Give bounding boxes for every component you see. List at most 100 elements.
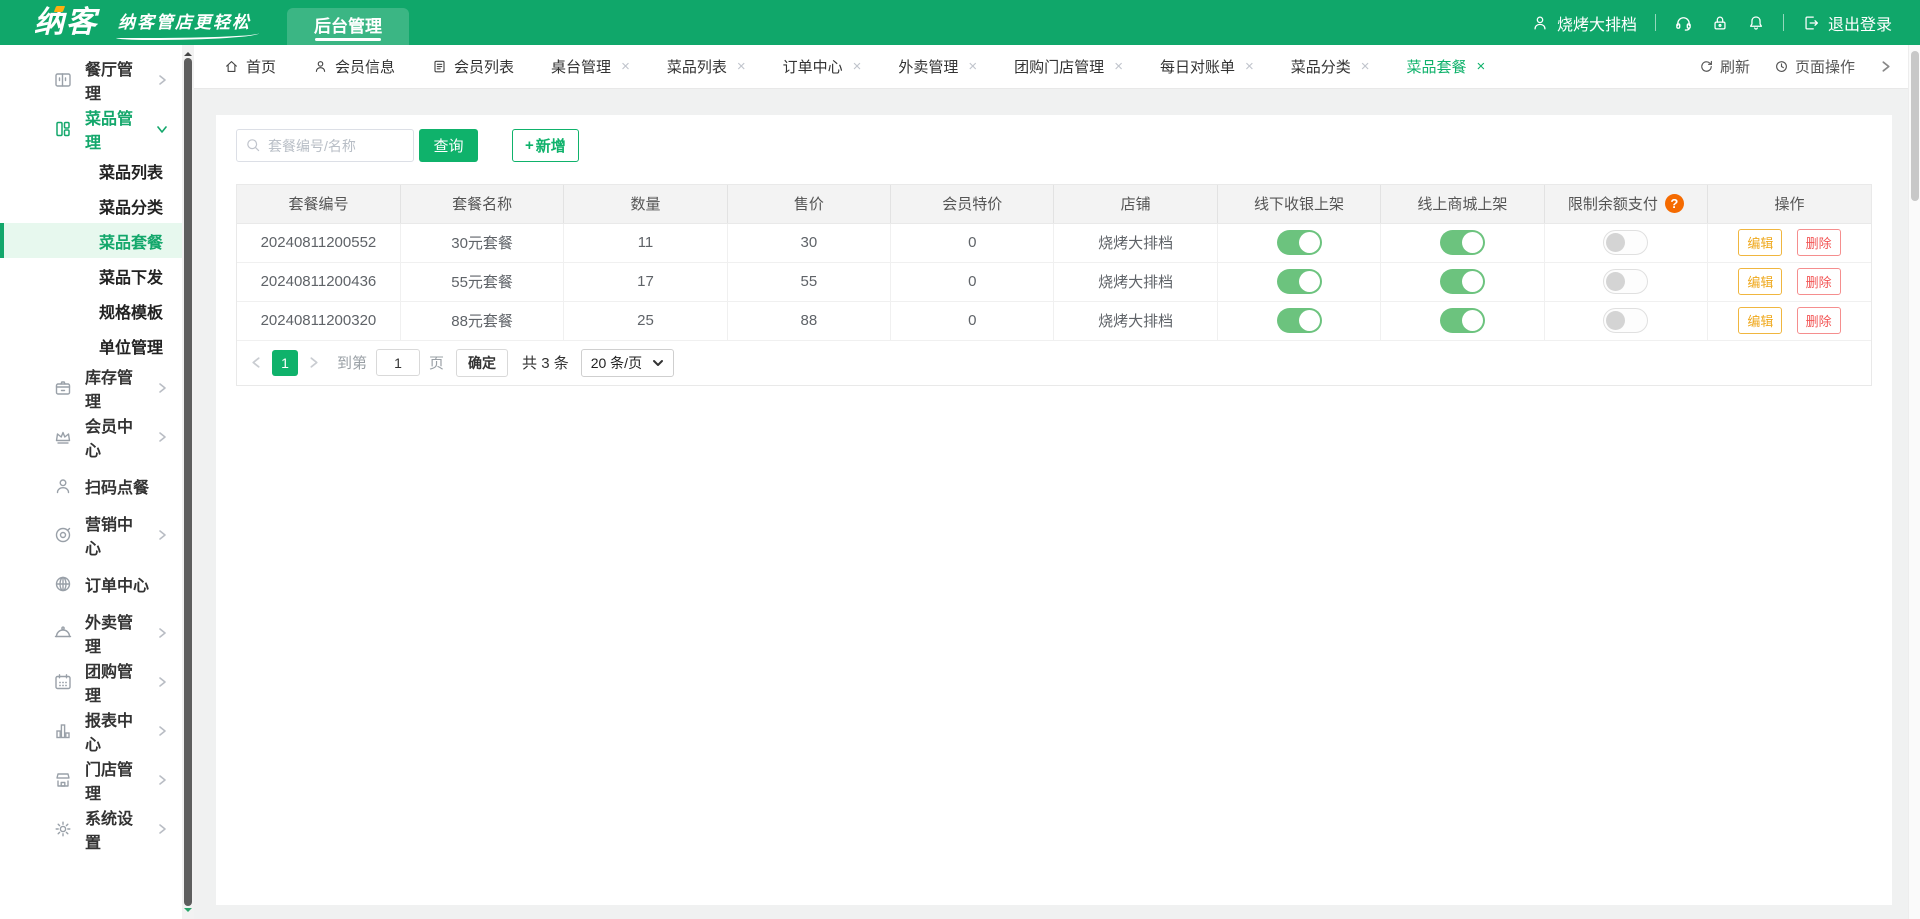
search-box bbox=[236, 129, 414, 162]
cell-price: 55 bbox=[727, 262, 892, 302]
username-label: 烧烤大排档 bbox=[1556, 16, 1637, 34]
tab-label: 团购门店管理 bbox=[1014, 59, 1105, 76]
page-scrollbar[interactable] bbox=[1908, 45, 1920, 919]
close-icon[interactable]: × bbox=[621, 58, 630, 75]
sidebar-item-scan-order[interactable]: 扫码点餐 bbox=[0, 461, 182, 510]
prev-page-icon[interactable] bbox=[250, 356, 263, 369]
page-size-select[interactable]: 20 条/页 bbox=[580, 348, 675, 377]
add-button[interactable]: + 新增 bbox=[512, 129, 579, 162]
page-actions-button[interactable]: 页面操作 bbox=[1774, 56, 1855, 77]
tab-member-list[interactable]: 会员列表 bbox=[432, 56, 514, 77]
close-icon[interactable]: × bbox=[1476, 58, 1486, 75]
limit-balance-toggle[interactable] bbox=[1603, 308, 1649, 333]
refresh-button[interactable]: 刷新 bbox=[1699, 56, 1750, 77]
main-area: 首页 会员信息 会员列表 桌台管理 × 菜品列表 × 订单中心 × bbox=[194, 45, 1908, 919]
scroll-down-arrow-icon[interactable] bbox=[184, 908, 192, 916]
sidebar-item-member-center[interactable]: 会员中心 bbox=[0, 412, 182, 461]
logout-button[interactable]: 退出登录 bbox=[1802, 11, 1892, 35]
goto-confirm-button[interactable]: 确定 bbox=[456, 348, 509, 377]
tab-groupbuy-store-mgmt[interactable]: 团购门店管理 × bbox=[1014, 56, 1123, 77]
next-page-icon[interactable] bbox=[307, 356, 320, 369]
chevron-right-icon bbox=[156, 774, 168, 786]
online-mall-toggle[interactable] bbox=[1439, 308, 1485, 333]
sidebar-item-system-settings[interactable]: 系统设置 bbox=[0, 804, 182, 853]
sidebar-item-report-center[interactable]: 报表中心 bbox=[0, 706, 182, 755]
sidebar-item-order-center[interactable]: 订单中心 bbox=[0, 559, 182, 608]
tab-order-center[interactable]: 订单中心 × bbox=[783, 56, 862, 77]
delete-button[interactable]: 删除 bbox=[1796, 268, 1841, 295]
bell-icon[interactable] bbox=[1747, 14, 1765, 32]
cell-quantity: 11 bbox=[563, 223, 728, 263]
table-row: 20240811200552 30元套餐 11 30 0 烧烤大排档 bbox=[237, 223, 1871, 263]
bar-chart-icon bbox=[53, 721, 73, 741]
page-scrollbar-thumb[interactable] bbox=[1911, 51, 1919, 201]
online-mall-toggle[interactable] bbox=[1439, 269, 1485, 294]
sidebar-subitem-dish-category[interactable]: 菜品分类 bbox=[99, 199, 164, 217]
sidebar-scrollbar-thumb[interactable] bbox=[184, 58, 192, 906]
limit-balance-toggle[interactable] bbox=[1603, 269, 1649, 294]
chevron-right-icon[interactable] bbox=[1879, 60, 1892, 73]
close-icon[interactable]: × bbox=[968, 58, 978, 75]
close-icon[interactable]: × bbox=[852, 58, 862, 75]
lock-icon[interactable] bbox=[1711, 14, 1729, 32]
nav-tab-backend[interactable]: 后台管理 bbox=[287, 8, 409, 45]
sidebar-item-marketing-center[interactable]: 营销中心 bbox=[0, 510, 182, 559]
tab-home[interactable]: 首页 bbox=[224, 56, 276, 77]
table-row: 20240811200320 88元套餐 25 88 0 烧烤大排档 bbox=[237, 301, 1871, 341]
tab-member-info[interactable]: 会员信息 bbox=[313, 56, 395, 77]
headset-icon[interactable] bbox=[1674, 13, 1693, 32]
tab-table-mgmt[interactable]: 桌台管理 × bbox=[551, 56, 630, 77]
sidebar-item-store-mgmt[interactable]: 门店管理 bbox=[0, 755, 182, 804]
refresh-label: 刷新 bbox=[1719, 59, 1750, 76]
chevron-right-icon bbox=[156, 823, 168, 835]
sidebar-subitem-dish-list[interactable]: 菜品列表 bbox=[99, 164, 164, 182]
sidebar-subitem-dish-combo[interactable]: 菜品套餐 bbox=[0, 223, 182, 258]
cell-combo-name: 88元套餐 bbox=[400, 301, 565, 341]
edit-button[interactable]: 编辑 bbox=[1738, 268, 1783, 295]
sidebar-subitem-dish-dispatch[interactable]: 菜品下发 bbox=[99, 269, 164, 287]
tab-dish-combo[interactable]: 菜品套餐 × bbox=[1407, 56, 1486, 77]
sidebar-subitem-unit-mgmt[interactable]: 单位管理 bbox=[99, 339, 164, 357]
sidebar-scrollbar[interactable] bbox=[182, 45, 194, 919]
online-mall-toggle[interactable] bbox=[1439, 230, 1485, 255]
scroll-up-arrow-icon[interactable] bbox=[184, 48, 192, 56]
list-icon bbox=[432, 59, 447, 74]
member-icon bbox=[313, 59, 328, 74]
current-page-button[interactable]: 1 bbox=[272, 349, 298, 376]
sidebar-subitem-spec-template[interactable]: 规格模板 bbox=[99, 304, 164, 322]
tab-takeout-mgmt[interactable]: 外卖管理 × bbox=[898, 56, 977, 77]
help-icon[interactable]: ? bbox=[1664, 194, 1684, 214]
close-icon[interactable]: × bbox=[1114, 58, 1123, 75]
search-input[interactable] bbox=[236, 129, 414, 162]
sidebar-item-restaurant-mgmt[interactable]: 餐厅管理 bbox=[0, 55, 182, 104]
page-actions-icon bbox=[1774, 59, 1789, 74]
delete-button[interactable]: 删除 bbox=[1796, 307, 1841, 334]
tab-daily-statement[interactable]: 每日对账单 × bbox=[1160, 56, 1254, 77]
close-icon[interactable]: × bbox=[1244, 58, 1254, 75]
toolbar: 查询 +新增 bbox=[236, 129, 1872, 162]
limit-balance-toggle[interactable] bbox=[1603, 230, 1649, 255]
tab-dish-category[interactable]: 菜品分类 × bbox=[1291, 56, 1370, 77]
sidebar-item-takeout-mgmt[interactable]: 外卖管理 bbox=[0, 608, 182, 657]
sidebar-item-dish-mgmt[interactable]: 菜品管理 bbox=[0, 104, 182, 153]
sidebar-item-inventory-mgmt[interactable]: 库存管理 bbox=[0, 363, 182, 412]
delete-button[interactable]: 删除 bbox=[1796, 229, 1841, 256]
goto-page-input[interactable] bbox=[376, 349, 421, 376]
sidebar-item-groupbuy-mgmt[interactable]: 团购管理 bbox=[0, 657, 182, 706]
search-button[interactable]: 查询 bbox=[419, 129, 478, 162]
edit-button[interactable]: 编辑 bbox=[1738, 229, 1783, 256]
add-label: 新增 bbox=[535, 138, 566, 155]
tab-dish-list[interactable]: 菜品列表 × bbox=[667, 56, 746, 77]
close-icon[interactable]: × bbox=[1360, 58, 1370, 75]
offline-pos-toggle[interactable] bbox=[1276, 308, 1322, 333]
refresh-icon bbox=[1699, 59, 1714, 74]
current-user[interactable]: 烧烤大排档 bbox=[1531, 11, 1637, 35]
sidebar-item-label: 营销中心 bbox=[85, 516, 134, 558]
close-icon[interactable]: × bbox=[736, 58, 746, 75]
edit-button[interactable]: 编辑 bbox=[1738, 307, 1783, 334]
sidebar: 餐厅管理 菜品管理 菜品列表 菜品分类 菜品套餐 菜品下发 规格模板 单位管理 … bbox=[0, 45, 182, 919]
tab-label: 菜品套餐 bbox=[1406, 59, 1467, 76]
offline-pos-toggle[interactable] bbox=[1276, 269, 1322, 294]
offline-pos-toggle[interactable] bbox=[1276, 230, 1322, 255]
cell-store: 烧烤大排档 bbox=[1053, 301, 1218, 341]
